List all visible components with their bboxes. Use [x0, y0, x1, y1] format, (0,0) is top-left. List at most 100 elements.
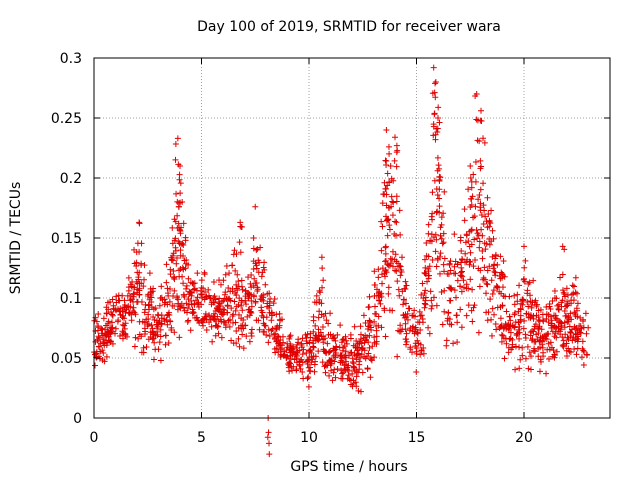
data-point [233, 292, 240, 299]
data-point [164, 312, 171, 319]
data-point [433, 186, 440, 193]
data-point [183, 300, 190, 307]
data-point [165, 340, 172, 347]
data-point [206, 319, 213, 326]
data-point [468, 307, 475, 314]
data-point [443, 337, 450, 344]
data-point [265, 339, 272, 346]
data-point [306, 339, 313, 346]
data-point [238, 277, 245, 284]
axis-ticks: 0 0.05 0.1 0.15 0.2 0.25 0.3 0 5 10 15 20 [51, 51, 610, 446]
data-point [385, 143, 392, 150]
data-point [188, 292, 195, 299]
data-point [143, 343, 150, 350]
data-point [133, 299, 140, 306]
data-point [379, 200, 386, 207]
data-point [162, 332, 169, 339]
data-point [486, 241, 493, 248]
data-point [558, 299, 565, 306]
data-point [420, 350, 427, 357]
data-point [307, 346, 314, 353]
data-point [357, 388, 364, 395]
data-point [384, 170, 391, 177]
data-point [371, 318, 378, 325]
data-point [395, 286, 402, 293]
data-point [134, 240, 141, 247]
data-point [330, 353, 337, 360]
data-point [332, 346, 339, 353]
data-point [189, 289, 196, 296]
data-point [187, 327, 194, 334]
data-point [253, 246, 260, 253]
data-point [414, 329, 421, 336]
data-point [198, 291, 205, 298]
data-point [444, 317, 451, 324]
data-point [212, 296, 219, 303]
data-point [429, 210, 436, 217]
data-point [567, 349, 574, 356]
data-point [427, 288, 434, 295]
data-point [207, 295, 214, 302]
data-point [525, 365, 532, 372]
data-point [473, 227, 480, 234]
data-point [457, 306, 464, 313]
data-point [326, 372, 333, 379]
data-point [285, 360, 292, 367]
data-point [394, 278, 401, 285]
data-point [430, 294, 437, 301]
data-point [478, 117, 485, 124]
data-point [386, 150, 393, 157]
data-point [572, 337, 579, 344]
data-point [176, 240, 183, 247]
data-point [346, 376, 353, 383]
data-point [445, 309, 452, 316]
data-point [519, 344, 526, 351]
data-point [469, 193, 476, 200]
y-tick-label: 0.15 [51, 231, 82, 247]
data-point [406, 327, 413, 334]
data-point [256, 259, 263, 266]
data-point [418, 291, 425, 298]
data-point [493, 282, 500, 289]
data-point [310, 344, 317, 351]
data-point [250, 235, 257, 242]
data-point [226, 270, 233, 277]
data-point [353, 356, 360, 363]
data-point [238, 315, 245, 322]
data-point [125, 274, 132, 281]
data-point [233, 303, 240, 310]
data-point [400, 312, 407, 319]
data-point [524, 290, 531, 297]
data-point [430, 64, 437, 71]
data-point [555, 323, 562, 330]
data-point [507, 329, 514, 336]
data-point [547, 339, 554, 346]
data-point [360, 312, 367, 319]
data-point [258, 273, 265, 280]
data-point [475, 329, 482, 336]
data-point [472, 93, 479, 100]
data-point [345, 352, 352, 359]
data-point [382, 244, 389, 251]
data-point [213, 322, 220, 329]
data-point [386, 222, 393, 229]
data-point [485, 211, 492, 218]
data-point [224, 302, 231, 309]
data-point [525, 280, 532, 287]
data-point [413, 344, 420, 351]
data-point [425, 230, 432, 237]
data-point [435, 115, 441, 121]
data-point [453, 312, 460, 319]
x-axis-label: GPS time / hours [290, 459, 407, 475]
data-point [119, 292, 126, 299]
data-point [422, 287, 429, 294]
data-point [146, 270, 153, 277]
data-point [417, 351, 424, 358]
data-point [489, 291, 496, 298]
data-point [115, 306, 122, 313]
data-point [169, 224, 176, 231]
data-point [95, 333, 102, 340]
data-point [248, 330, 255, 337]
data-point [366, 322, 373, 329]
